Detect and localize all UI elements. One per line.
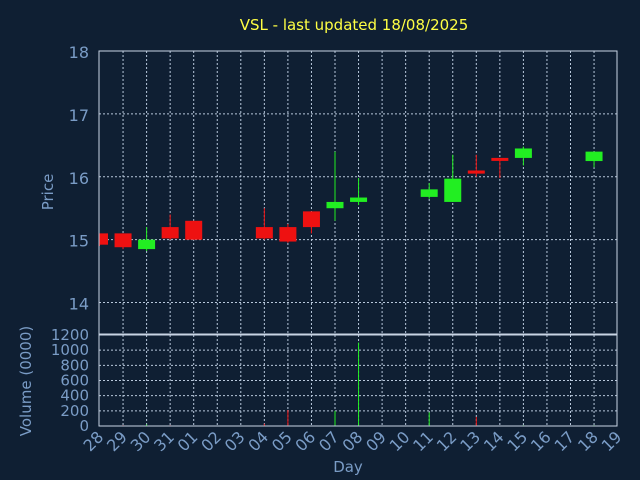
candle — [467, 154, 485, 177]
candle — [138, 227, 156, 251]
candle — [302, 211, 320, 234]
price-tick-label: 17 — [69, 106, 89, 125]
candle-body — [185, 220, 203, 240]
plot-frames — [98, 50, 618, 427]
x-tick-label: 19 — [598, 427, 626, 455]
candle-body — [491, 157, 509, 161]
price-tick-label: 18 — [69, 43, 89, 62]
candle — [255, 208, 273, 240]
volume-tick-label: 400 — [60, 387, 89, 405]
candle-series — [99, 146, 603, 251]
candle-body — [100, 233, 108, 245]
candle-body — [420, 189, 438, 197]
price-grid — [99, 50, 617, 334]
candle — [585, 151, 603, 168]
x-axis-label: Day — [333, 458, 363, 476]
candle-body — [255, 227, 273, 239]
candle — [185, 220, 203, 240]
candle-body — [138, 239, 156, 250]
axis-ticks: 1415161718020040060080010001200282930310… — [51, 43, 626, 455]
candle-body — [326, 201, 344, 209]
candle — [114, 233, 132, 250]
price-tick-label: 16 — [69, 169, 89, 188]
candle — [420, 183, 438, 199]
candle-body — [302, 211, 320, 228]
price-plot-frame — [98, 50, 618, 335]
candle-body — [467, 170, 485, 174]
candle — [350, 178, 368, 206]
price-tick-label: 15 — [69, 232, 89, 251]
candle-body — [350, 197, 368, 202]
candle-body — [585, 151, 603, 162]
price-tick-label: 14 — [69, 295, 89, 314]
candle — [444, 154, 462, 202]
candle — [161, 214, 179, 240]
volume-tick-label: 0 — [79, 417, 89, 435]
volume-axis-label: Volume (0000) — [17, 326, 35, 436]
candle-body — [514, 148, 532, 158]
volume-tick-label: 800 — [60, 356, 89, 374]
candle — [514, 146, 532, 166]
candle — [99, 233, 108, 246]
candle — [326, 151, 344, 221]
candle-body — [161, 227, 179, 239]
candle — [279, 223, 297, 243]
candle — [491, 157, 509, 179]
price-axis-label: Price — [39, 174, 57, 211]
volume-tick-label: 600 — [60, 372, 89, 390]
candle-body — [279, 227, 297, 242]
volume-tick-label: 1000 — [51, 341, 89, 359]
candle-body — [114, 233, 132, 248]
volume-tick-label: 1200 — [51, 326, 89, 344]
candle-body — [444, 178, 462, 202]
volume-tick-label: 200 — [60, 402, 89, 420]
volume-grid — [99, 335, 617, 426]
chart-title: VSL - last updated 18/08/2025 — [240, 16, 469, 34]
volume-plot-frame — [98, 334, 618, 427]
